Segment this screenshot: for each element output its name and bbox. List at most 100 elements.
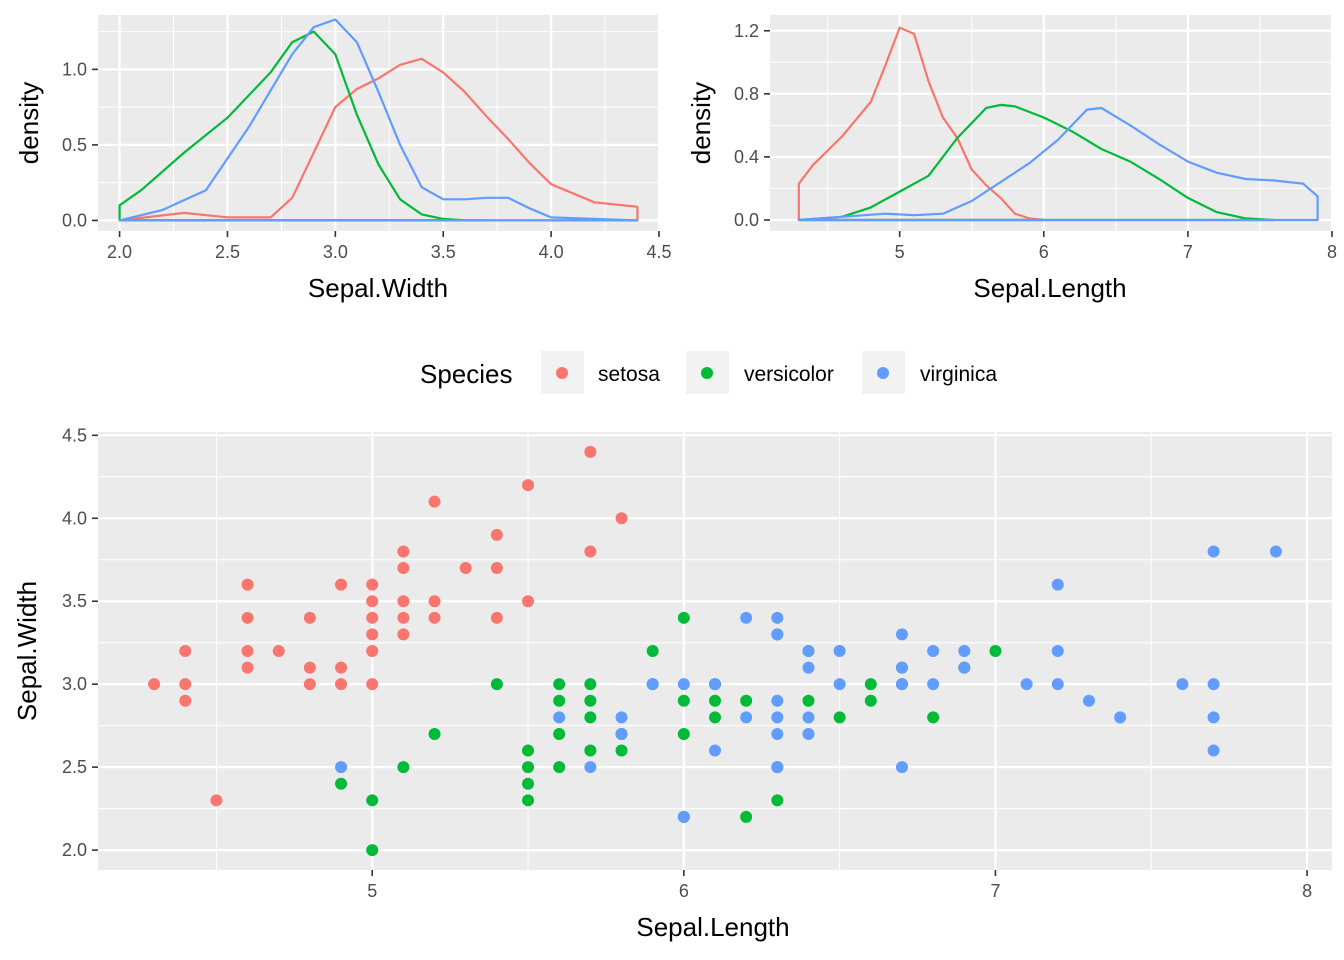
scatter-point-virginica: [802, 727, 815, 740]
x-tick-label: 4.5: [646, 242, 671, 262]
scatter-point-setosa: [241, 661, 254, 674]
scatter-point-virginica: [709, 678, 721, 691]
scatter-point-virginica: [958, 645, 971, 657]
scatter-point-virginica: [1051, 645, 1064, 657]
scatter-point-virginica: [802, 711, 815, 724]
scatter-point-setosa: [303, 678, 316, 691]
scatter-point-setosa: [179, 645, 192, 657]
y-tick-label: 0.5: [62, 135, 87, 155]
legend-item-setosa: setosa: [541, 351, 660, 394]
scatter-point-setosa: [584, 445, 597, 458]
x-axis-title: Sepal.Length: [973, 273, 1126, 303]
legend-item-virginica: virginica: [862, 351, 997, 394]
sepal-length-density-plot: 5 6 7 8 0.0 0.4 0.8 1.2 Sepal.Length density: [686, 15, 1337, 303]
legend-label-virginica: virginica: [920, 363, 997, 386]
legend-label-versicolor: versicolor: [744, 363, 834, 386]
scatter-point-setosa: [366, 678, 379, 691]
scatter-point-setosa: [241, 645, 254, 657]
y-axis-title: density: [686, 82, 716, 164]
scatter-point-setosa: [272, 645, 285, 657]
scatter-point-virginica: [895, 678, 908, 691]
scatter-point-setosa: [366, 595, 379, 608]
scatter-point-virginica: [740, 611, 753, 624]
scatter-point-setosa: [397, 628, 410, 641]
scatter-point-versicolor: [366, 794, 379, 807]
scatter-point-setosa: [490, 562, 503, 575]
scatter-point-setosa: [615, 512, 628, 525]
sepal-width-density-plot: 2.0 2.5 3.0 3.5 4.0 4.5 0.0 0.5 1.0 Sepal.Width de…: [14, 15, 672, 303]
density-line-virginica: [797, 106, 1319, 222]
scatter-point-setosa: [428, 595, 441, 608]
scatter-point-virginica: [1269, 545, 1282, 558]
legend-dot-virginica: [877, 367, 889, 379]
density-line-setosa: [118, 57, 639, 222]
scatter-point-versicolor: [740, 694, 753, 707]
scatter-point-versicolor: [584, 678, 597, 691]
scatter-point-versicolor: [864, 694, 877, 707]
y-tick-label: 0.0: [734, 210, 759, 230]
y-tick-label: 4.0: [62, 508, 87, 528]
scatter-point-setosa: [397, 611, 410, 624]
y-tick-label: 2.0: [62, 840, 87, 860]
x-tick-label: 4.0: [539, 242, 564, 262]
density-line-setosa: [797, 26, 1045, 222]
panel-background: [98, 432, 1332, 870]
scatter-point-virginica: [1207, 678, 1220, 691]
scatter-point-virginica: [927, 678, 940, 691]
density-line-virginica: [118, 18, 639, 222]
scatter-point-setosa: [490, 611, 503, 624]
scatter-point-virginica: [1051, 678, 1064, 691]
scatter-point-versicolor: [584, 711, 597, 724]
scatter-point-virginica: [1020, 678, 1033, 691]
scatter-point-setosa: [335, 661, 348, 674]
legend-dot-setosa: [556, 367, 568, 379]
scatter-point-virginica: [771, 694, 784, 707]
scatter-point-virginica: [1176, 678, 1189, 691]
x-axis-title: Sepal.Length: [636, 912, 789, 942]
scatter-point-versicolor: [584, 744, 597, 757]
scatter-point-virginica: [895, 761, 908, 774]
scatter-point-setosa: [179, 678, 192, 691]
x-axis-title: Sepal.Width: [308, 273, 448, 303]
scatter-point-setosa: [303, 661, 316, 674]
y-tick-label: 2.5: [62, 757, 87, 777]
scatter-point-versicolor: [677, 727, 690, 740]
scatter-point-virginica: [646, 678, 659, 691]
x-tick-label: 2.5: [215, 242, 240, 262]
scatter-point-virginica: [740, 711, 753, 724]
scatter-point-versicolor: [553, 694, 566, 707]
scatter-point-versicolor: [833, 711, 846, 724]
x-tick-label: 7: [990, 881, 1000, 901]
panel-background: [770, 15, 1332, 231]
scatter-point-virginica: [802, 661, 815, 674]
scatter-point-virginica: [802, 645, 815, 657]
scatter-point-virginica: [335, 761, 348, 774]
x-tick-label: 8: [1327, 242, 1337, 262]
legend-label-setosa: setosa: [598, 363, 660, 386]
scatter-point-setosa: [584, 545, 597, 558]
scatter-point-versicolor: [397, 761, 410, 774]
scatter-point-versicolor: [677, 611, 690, 624]
legend-item-versicolor: versicolor: [686, 351, 834, 394]
scatter-point-versicolor: [864, 678, 877, 691]
species-legend: Species setosa versicolor virginica: [420, 351, 997, 394]
scatter-point-setosa: [397, 562, 410, 575]
scatter-point-setosa: [490, 528, 503, 541]
scatter-point-virginica: [1207, 545, 1220, 558]
scatter-point-virginica: [771, 727, 784, 740]
y-axis-title: density: [14, 82, 44, 164]
scatter-point-virginica: [553, 711, 566, 724]
scatter-point-versicolor: [490, 678, 503, 691]
scatter-point-setosa: [210, 794, 223, 807]
x-tick-label: 3.5: [431, 242, 456, 262]
scatter-point-versicolor: [989, 645, 1002, 657]
scatter-point-setosa: [335, 678, 348, 691]
scatter-point-versicolor: [615, 744, 628, 757]
scatter-point-virginica: [677, 810, 690, 823]
scatter-point-versicolor: [677, 694, 690, 707]
scatter-point-virginica: [927, 645, 940, 657]
x-tick-label: 6: [1039, 242, 1049, 262]
scatter-point-setosa: [522, 479, 535, 492]
scatter-point-versicolor: [522, 794, 535, 807]
scatter-point-virginica: [958, 661, 971, 674]
